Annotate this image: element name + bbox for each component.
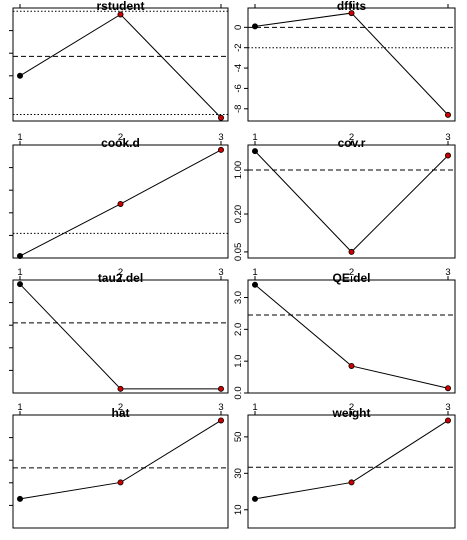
data-point xyxy=(118,386,123,391)
data-point xyxy=(17,73,22,78)
series-line xyxy=(255,285,448,388)
y-tick-label: -4 xyxy=(233,64,244,72)
panel-qe-del: 0.01.02.03.01 2 3QE.del xyxy=(233,267,455,400)
x-tick-label: 1 xyxy=(17,402,22,413)
data-point xyxy=(218,115,223,120)
y-tick-label: -6 xyxy=(233,84,244,92)
x-tick-label: 3 xyxy=(445,402,450,413)
y-tick-label: 10 xyxy=(233,504,244,515)
plot-frame xyxy=(13,8,228,121)
plot-frame xyxy=(248,280,455,393)
data-point xyxy=(118,201,123,206)
x-tick-label: 3 xyxy=(218,402,223,413)
y-tick-label: 0.0 xyxy=(233,386,244,399)
y-tick-label: -2 xyxy=(233,43,244,51)
y-tick-label: 50 xyxy=(233,432,244,443)
data-point xyxy=(218,147,223,152)
data-point xyxy=(17,282,22,287)
data-point xyxy=(349,10,354,15)
panel-rstudent: rstudent xyxy=(9,0,228,121)
y-tick-label: 2.0 xyxy=(233,323,244,336)
data-point xyxy=(118,12,123,17)
x-tick-label: 1 xyxy=(17,267,22,278)
data-point xyxy=(218,386,223,391)
y-tick-label: 1.0 xyxy=(233,355,244,368)
data-point xyxy=(445,153,450,158)
series-line xyxy=(255,151,448,252)
x-tick-label: 1 xyxy=(252,402,257,413)
data-point xyxy=(349,480,354,485)
series-line xyxy=(255,420,448,498)
data-point xyxy=(17,496,22,501)
x-tick-label: 1 xyxy=(252,132,257,143)
data-point xyxy=(252,282,257,287)
panel-title: cook.d xyxy=(101,136,140,150)
series-line xyxy=(20,284,221,389)
data-point xyxy=(349,363,354,368)
x-tick-label: 1 xyxy=(252,267,257,278)
data-point xyxy=(252,24,257,29)
x-tick-label: 3 xyxy=(445,132,450,143)
series-line xyxy=(20,14,221,117)
plot-frame xyxy=(248,415,455,528)
y-tick-label: 0.05 xyxy=(233,243,244,262)
panel-title: tau2.del xyxy=(98,271,143,285)
x-tick-label: 1 xyxy=(17,132,22,143)
panel-title: weight xyxy=(332,406,371,420)
data-point xyxy=(118,480,123,485)
series-line xyxy=(20,420,221,498)
series-line xyxy=(255,13,448,115)
panel-title: cov.r xyxy=(338,136,366,150)
y-tick-label: 30 xyxy=(233,468,244,479)
data-point xyxy=(349,249,354,254)
panel-title: QE.del xyxy=(332,271,370,285)
x-tick-label: 3 xyxy=(218,267,223,278)
panel-title: rstudent xyxy=(97,0,145,13)
data-point xyxy=(218,418,223,423)
plot-frame xyxy=(13,415,228,528)
y-tick-label: 3.0 xyxy=(233,291,244,304)
plot-frame xyxy=(13,280,228,393)
data-point xyxy=(252,496,257,501)
y-tick-label: 0 xyxy=(233,25,244,30)
x-tick-label: 3 xyxy=(218,132,223,143)
panel-title: hat xyxy=(112,406,130,420)
y-tick-label: 1.00 xyxy=(233,161,244,180)
data-point xyxy=(17,253,22,258)
data-point xyxy=(445,112,450,117)
x-tick-label: 3 xyxy=(445,267,450,278)
y-tick-label: -8 xyxy=(233,105,244,113)
plot-frame xyxy=(248,8,455,121)
data-point xyxy=(252,148,257,153)
data-point xyxy=(445,386,450,391)
y-tick-label: 0.20 xyxy=(233,205,244,224)
plot-frame xyxy=(248,145,455,258)
data-point xyxy=(445,418,450,423)
